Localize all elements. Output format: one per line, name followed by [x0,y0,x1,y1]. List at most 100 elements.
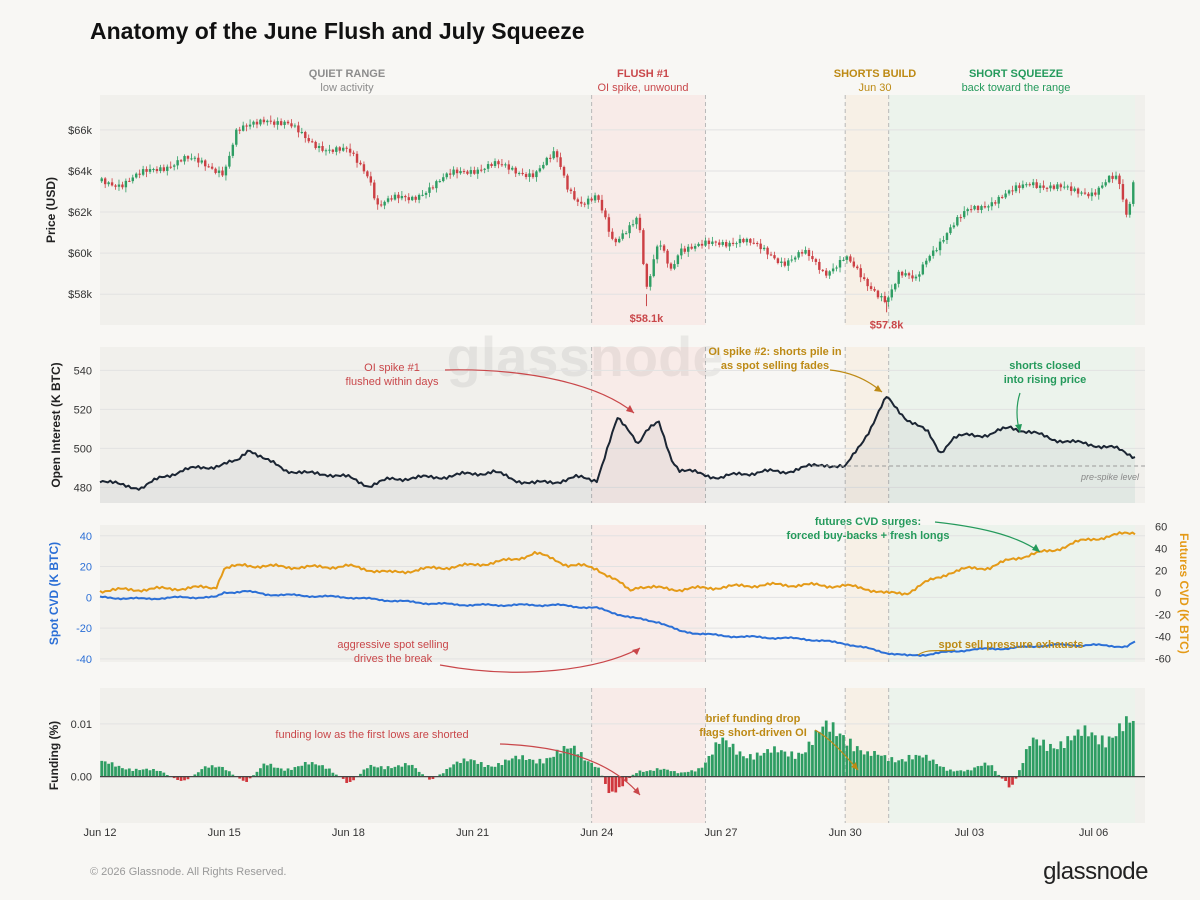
funding-bar-negative [183,776,186,781]
candle-body [1028,184,1031,186]
funding-bar-positive [462,758,466,777]
candle-body [828,271,831,276]
funding-bar-positive [776,752,780,777]
funding-bar-positive [148,770,152,777]
funding-bar-positive [1055,749,1059,777]
funding-bar-positive [500,765,504,777]
funding-bar-positive [724,740,728,777]
candle-body [1101,185,1104,188]
funding-bar-positive [517,759,521,777]
funding-bar-positive [1066,736,1070,777]
funding-bar-positive [845,745,849,777]
pre-spike-label: pre-spike level [1080,472,1140,482]
funding-bar-positive [645,771,649,777]
candle-body [166,166,169,171]
funding-bar-positive [110,762,114,777]
candle-body [852,261,856,267]
candle-body [683,248,686,252]
candle-body [524,174,528,178]
funding-bar-positive [690,770,694,777]
candle-body [276,121,279,125]
oi-annotation-arrowhead-1 [626,405,634,413]
region-title: SHORT SQUEEZE [969,68,1063,80]
candle-body [297,125,300,133]
funding-bar-positive [1121,731,1125,777]
candle-body [1090,192,1094,197]
funding-annotation-arrow-1 [499,743,641,796]
funding-bar-positive [100,760,104,777]
y-tick-label-right: 20 [1155,566,1167,578]
candle-body [1083,192,1087,194]
funding-bar-positive [231,774,235,777]
funding-bar-positive [735,754,738,777]
funding-bar-negative [1011,776,1014,785]
candle-body [745,238,749,243]
candle-body [500,164,504,166]
funding-bar-positive [531,759,535,777]
candle-body [504,164,507,166]
funding-bar-positive [503,759,507,777]
candle-body [614,238,617,243]
funding-bar-positive [210,765,214,777]
y-tick-label: 0.01 [71,719,92,731]
candle-body [687,246,690,252]
candle-body [921,264,925,275]
candle-body [466,171,469,174]
candle-body [949,227,952,234]
funding-bar-negative [1004,776,1008,781]
candle-body [566,175,569,190]
candle-body [621,233,624,239]
funding-bar-negative [431,776,435,780]
funding-bar-positive [314,764,318,777]
funding-bar-positive [893,762,897,777]
funding-bar-positive [859,750,863,777]
candle-body [314,141,317,149]
candle-body [762,247,766,250]
funding-bar-positive [655,768,659,777]
funding-bar-positive [103,761,107,777]
candle-body [366,171,369,177]
candle-body [904,273,907,276]
candle-body [994,202,997,204]
funding-bar-positive [762,752,766,777]
funding-bar-positive [1062,748,1066,777]
candle-body [821,269,824,271]
funding-bar-positive [328,768,331,777]
candle-body [873,288,876,291]
spot-cvd-axis-label: Spot CVD (K BTC) [47,542,61,645]
candle-body [928,255,931,261]
candle-body [383,201,386,206]
funding-bar-positive [141,769,145,777]
x-tick-label: Jun 12 [83,827,116,839]
x-tick-label: Jun 15 [208,827,241,839]
candle-body [238,129,241,131]
candle-body [535,171,538,178]
oi-annotation-arrowhead-3 [1015,424,1022,432]
funding-bar-negative [241,776,245,781]
candle-body [938,241,942,251]
candle-body [752,242,755,244]
region-shade-funding [591,688,706,823]
futures-cvd-line [99,531,1136,596]
funding-bar-positive [828,731,832,777]
candle-body [1111,175,1114,179]
candle-body [711,241,714,245]
candle-body [452,169,455,175]
price-low-label: $57.8k [870,319,905,331]
funding-bar-positive [262,763,266,777]
candle-body [131,177,134,182]
candle-body [880,296,883,298]
candle-body [952,225,956,228]
candle-body [635,217,638,225]
candle-body [776,258,780,263]
region-subtitle: OI spike, unwound [597,82,688,94]
funding-bar-positive [990,765,994,777]
funding-bar-positive [759,755,763,777]
candle-body [507,164,511,170]
candle-body [642,230,645,265]
funding-bar-positive [986,765,990,777]
funding-bar-positive [438,774,442,777]
funding-bar-positive [779,750,783,777]
funding-bar-positive [162,772,166,777]
